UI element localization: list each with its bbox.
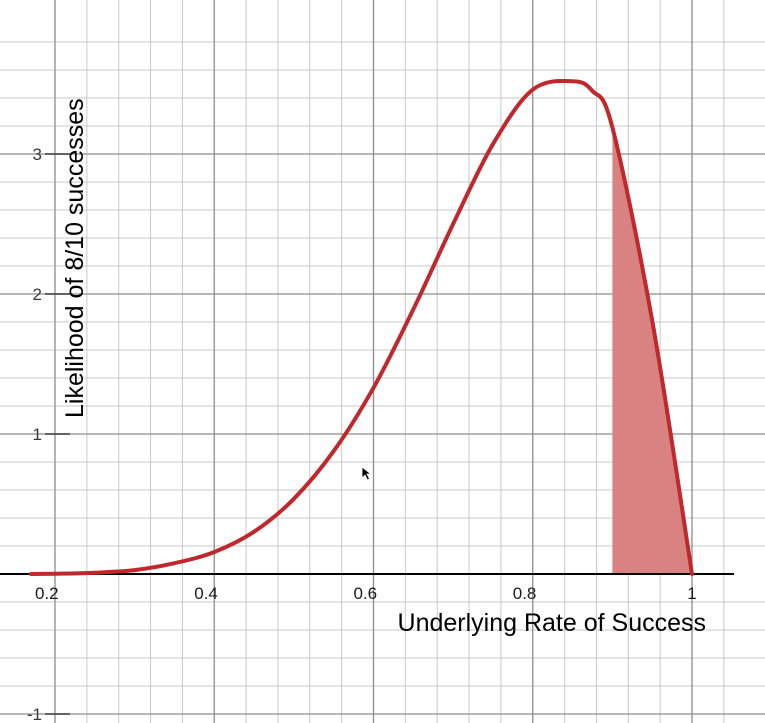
- y-axis-title: Likelihood of 8/10 successes: [61, 98, 89, 418]
- x-tick-label: 1: [687, 584, 696, 603]
- tick-labels: 0.2 0.4 0.6 0.8 1 1 2 3 -1: [27, 145, 697, 723]
- y-tick-label: -1: [27, 705, 42, 723]
- cursor-icon: [361, 466, 373, 481]
- y-tick-label: 2: [33, 285, 42, 304]
- y-tick-label: 3: [33, 145, 42, 164]
- likelihood-curve: [29, 78, 694, 576]
- shaded-area: [612, 127, 692, 575]
- x-tick-label: 0.8: [513, 584, 537, 603]
- y-tick-label: 1: [33, 425, 42, 444]
- x-tick-label: 0.4: [194, 584, 218, 603]
- x-tick-label: 0.2: [35, 584, 59, 603]
- x-axis-title: Underlying Rate of Success: [398, 609, 706, 637]
- x-tick-label: 0.6: [354, 584, 378, 603]
